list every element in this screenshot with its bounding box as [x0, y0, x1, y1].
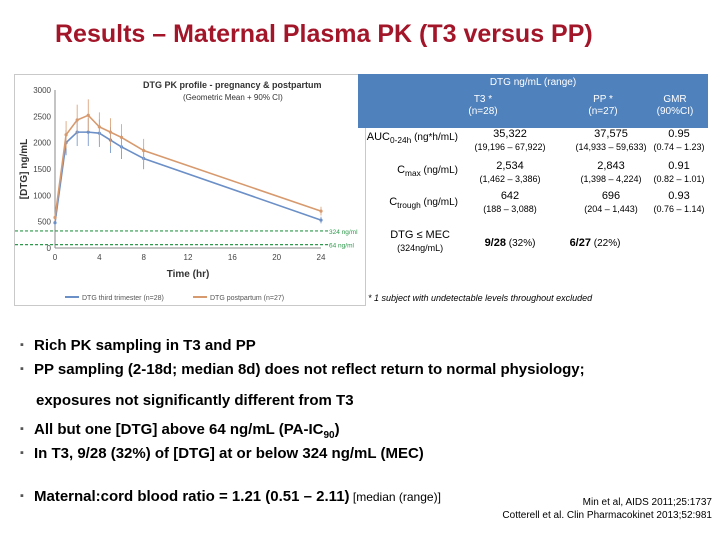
y-axis-label: [DTG] ng/mL: [19, 139, 30, 200]
y-tick-label: 1000: [33, 191, 51, 200]
mec-pp: 6/27 (22%): [569, 237, 621, 249]
col-t3-sub: (n=28): [468, 106, 498, 117]
bullet-marker-icon: ▪: [20, 339, 24, 351]
row-label-auc: AUC0-24h (ng*h/mL): [367, 131, 458, 146]
col-gmr-name: GMR: [663, 94, 687, 105]
x-tick-label: 24: [317, 253, 326, 262]
col-pp-name: PP *: [593, 94, 613, 105]
table-footnote: * 1 subject with undetectable levels thr…: [368, 293, 593, 303]
chart-title: DTG PK profile - pregnancy & postpartum: [143, 80, 322, 90]
data-point: [319, 209, 323, 213]
bullet-2-cont: exposures not significantly different fr…: [36, 392, 354, 409]
mec-t3: 9/28 (32%): [484, 237, 536, 249]
data-point: [108, 130, 113, 134]
row-cmax-main: C: [397, 164, 406, 176]
x-tick-label: 20: [272, 253, 281, 262]
legend-label: DTG third trimester (n=28): [82, 295, 164, 302]
data-point: [97, 125, 101, 129]
y-tick-label: 500: [38, 218, 52, 227]
x-tick-label: 0: [53, 253, 58, 262]
bullet-marker-icon: ▪: [20, 423, 24, 435]
y-tick-label: 3000: [33, 86, 51, 95]
data-point: [119, 135, 124, 139]
data-point: [53, 221, 57, 225]
x-tick-label: 8: [141, 253, 146, 262]
bullet-marker-icon: ▪: [20, 490, 24, 502]
row-ctrough-sub: trough: [397, 200, 421, 210]
y-tick-label: 0: [47, 244, 52, 253]
cmax-gmr: 0.91 (0.82 – 1.01): [653, 160, 705, 184]
x-tick-label: 16: [228, 253, 237, 262]
col-header-gmr: GMR (90%CI): [640, 94, 710, 118]
row-auc-main: AUC: [366, 131, 390, 143]
cmax-t3: 2,534 (1,462 – 3,386): [479, 160, 541, 184]
y-tick-label: 1500: [33, 165, 51, 174]
row-ctrough-unit: (ng/mL): [420, 197, 458, 208]
auc-pp: 37,575 (14,933 – 59,633): [575, 128, 647, 152]
y-tick-label: 2500: [33, 112, 51, 121]
row-label-ctrough: Ctrough (ng/mL): [389, 196, 458, 211]
bullet-2: ▪ PP sampling (2-18d; median 8d) does not…: [20, 361, 585, 378]
x-axis-label: Time (hr): [167, 269, 210, 280]
chart-subtitle: (Geometric Mean + 90% CI): [183, 93, 283, 102]
reference-line-label: 324 ng/ml: [329, 229, 358, 236]
data-point: [64, 133, 68, 137]
bullet-3: ▪ All but one [DTG] above 64 ng/mL (PA-IC…: [20, 421, 340, 441]
bullet-4: ▪ In T3, 9/28 (32%) of [DTG] at or below …: [20, 445, 424, 462]
table-header-title: DTG ng/mL (range): [489, 77, 577, 88]
row-mec-main: DTG ≤ MEC: [390, 229, 450, 241]
data-point: [86, 130, 90, 134]
row-auc-unit: (ng*h/mL): [411, 132, 458, 143]
col-gmr-sub: (90%CI): [656, 106, 694, 117]
bullet-1: ▪ Rich PK sampling in T3 and PP: [20, 337, 256, 354]
row-ctrough-main: C: [389, 196, 398, 208]
data-point: [53, 215, 57, 220]
reference-1: Min et al, AIDS 2011;25:1737: [582, 497, 712, 508]
references: Min et al, AIDS 2011;25:1737 Cotterell e…: [502, 496, 712, 522]
ctrough-pp: 696 (204 – 1,443): [584, 190, 638, 214]
slide-title: Results – Maternal Plasma PK (T3 versus …: [55, 20, 593, 48]
col-header-t3: T3 * (n=28): [448, 94, 518, 118]
pk-table-header: DTG ng/mL (range) T3 * (n=28) PP * (n=27…: [358, 74, 708, 128]
reference-line-label: 64 ng/ml: [329, 243, 354, 250]
bullet-5: ▪ Maternal:cord blood ratio = 1.21 (0.51 …: [20, 488, 441, 505]
row-mec-unit: (324ng/mL): [397, 243, 444, 253]
data-point: [319, 218, 323, 222]
data-point: [75, 118, 79, 122]
reference-2: Cotterell et al. Clin Pharmacokinet 2013…: [502, 510, 712, 521]
row-cmax-sub: max: [405, 168, 421, 178]
data-point: [86, 113, 90, 117]
bullet-marker-icon: ▪: [20, 447, 24, 459]
y-tick-label: 2000: [33, 139, 51, 148]
row-label-cmax: Cmax (ng/mL): [397, 164, 458, 179]
row-cmax-unit: (ng/mL): [420, 165, 458, 176]
row-label-mec: DTG ≤ MEC (324ng/mL): [390, 229, 450, 255]
ctrough-t3: 642 (188 – 3,088): [483, 190, 537, 214]
x-tick-label: 12: [184, 253, 193, 262]
cmax-pp: 2,843 (1,398 – 4,224): [580, 160, 642, 184]
auc-gmr: 0.95 (0.74 – 1.23): [653, 128, 705, 152]
pk-chart: 0 500 1000 1500 2000 2500 3000 0 4 8 12 16 20 24 Time …: [15, 80, 358, 302]
series-line: [54, 114, 322, 218]
col-header-pp: PP * (n=27): [568, 94, 638, 118]
col-pp-sub: (n=27): [588, 106, 618, 117]
bullet-marker-icon: ▪: [20, 363, 24, 375]
auc-t3: 35,322 (19,196 – 67,922): [474, 128, 546, 152]
series-line: [54, 131, 322, 223]
pk-chart-panel: 0 500 1000 1500 2000 2500 3000 0 4 8 12 16 20 24 Time …: [14, 74, 366, 306]
x-tick-label: 4: [97, 253, 102, 262]
row-auc-sub: 0-24h: [390, 135, 412, 145]
data-point: [142, 148, 146, 153]
col-t3-name: T3 *: [473, 94, 493, 105]
ctrough-gmr: 0.93 (0.76 – 1.14): [653, 190, 705, 214]
legend-label: DTG postpartum (n=27): [210, 295, 284, 302]
